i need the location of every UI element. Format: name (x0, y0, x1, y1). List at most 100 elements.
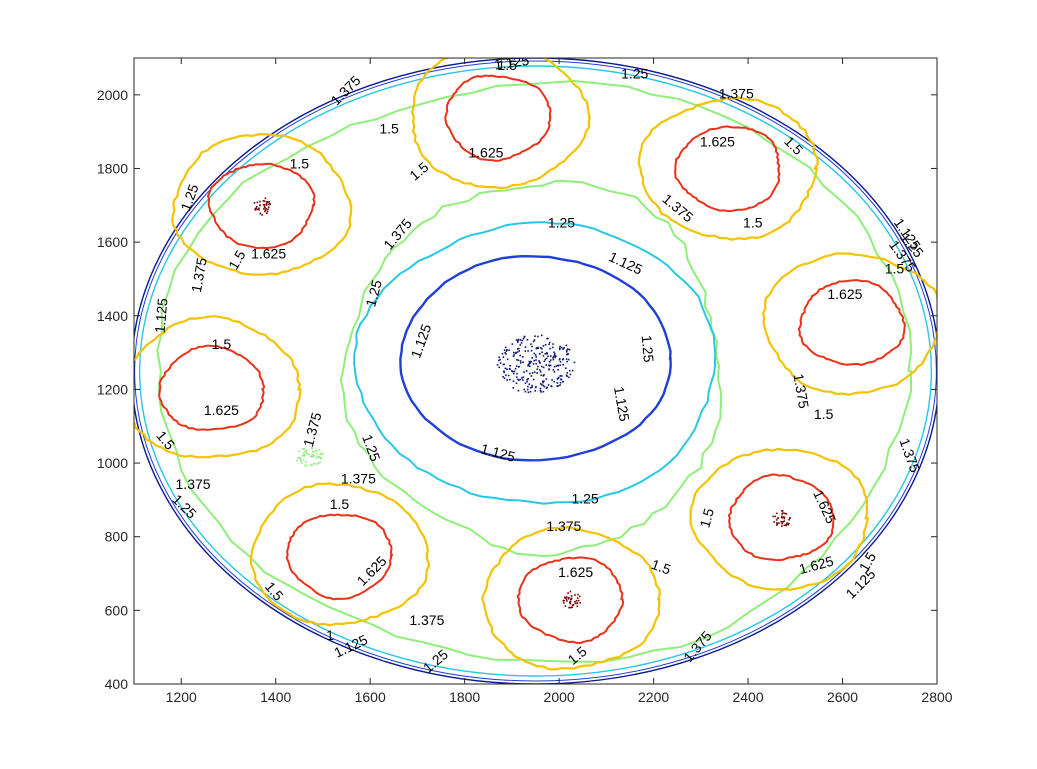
cell-3-contour-1.5 (249, 482, 431, 627)
center-cluster-point (496, 364, 499, 366)
cell-5-peak-point (783, 524, 786, 527)
cell-7-contour-1.5 (637, 96, 819, 241)
cell-5-peak-point (781, 510, 784, 512)
center-cluster-point (544, 344, 547, 346)
contour-label: 1.375 (341, 470, 376, 486)
center-cluster-point (529, 387, 532, 389)
contour-label: 1.125 (493, 52, 530, 73)
center-cluster-point (551, 379, 553, 381)
center-cluster-point (547, 337, 549, 340)
center-cluster-point (518, 350, 520, 352)
boundary-inner-ellipse (134, 60, 937, 682)
center-cluster-point (557, 368, 559, 371)
center-cluster-point (531, 357, 533, 359)
center-cluster-point (548, 368, 550, 371)
center-cluster-point (544, 353, 547, 355)
cell-4-peak-point (572, 604, 575, 606)
contour-label: 1.375 (719, 86, 754, 102)
center-cluster-point (506, 358, 509, 361)
center-cluster-point (519, 344, 522, 346)
plot-axes-frame (133, 57, 938, 685)
cell-5-peak-point (776, 522, 778, 524)
center-cluster-point (512, 380, 515, 382)
center-cluster-point (544, 358, 547, 361)
contour-label: 1.5 (696, 506, 717, 529)
center-cluster-point (522, 379, 524, 381)
green-cluster-point (308, 453, 310, 456)
cell-4-peak-point (566, 600, 568, 602)
center-cluster-point (516, 358, 518, 361)
cell-8-contour-1.5 (410, 58, 591, 190)
cell-4-peak-point (569, 602, 572, 605)
center-cluster-point (498, 366, 500, 369)
center-cluster-point (499, 362, 502, 364)
cell-5-peak-point (782, 512, 784, 514)
center-cluster-point (536, 372, 538, 374)
center-cluster-point (515, 339, 518, 341)
center-cluster-point (506, 368, 508, 370)
green-cluster-point (319, 456, 322, 459)
contour-label: 1.625 (558, 564, 593, 580)
green-cluster-point (315, 456, 318, 459)
contour-label: 1.5 (290, 155, 310, 171)
center-cluster-point (546, 351, 548, 354)
green-cluster-point (306, 464, 308, 467)
center-cluster-point (565, 374, 568, 377)
center-cluster-point (543, 385, 546, 388)
cell-5-peak-point (789, 517, 791, 519)
cell-4-peak-point (566, 596, 568, 598)
cell-5-peak-point (781, 522, 783, 525)
center-cluster-point (512, 370, 514, 373)
center-cluster-point (543, 380, 545, 382)
cell-5-peak-point (778, 522, 780, 524)
center-cluster-point (503, 363, 505, 366)
center-cluster-point (540, 391, 542, 393)
green-cluster-point (306, 452, 308, 455)
cell-5-peak-point (783, 516, 785, 518)
center-cluster-point (535, 359, 537, 361)
green-cluster-point (318, 461, 320, 464)
green-cluster-point (318, 449, 320, 451)
cell-1-peak-point (268, 200, 270, 203)
center-cluster-point (521, 339, 524, 342)
center-cluster-point (499, 358, 501, 361)
center-cluster-point (503, 371, 505, 374)
center-cluster-point (517, 389, 520, 392)
y-tick-label: 2000 (97, 87, 128, 103)
center-cluster-point (559, 361, 562, 363)
green-cluster-point (320, 457, 323, 460)
center-cluster-point (559, 382, 562, 384)
center-cluster-point (524, 382, 527, 385)
center-cluster-point (559, 345, 561, 348)
center-cluster-point (505, 353, 507, 355)
contour-label: 1.625 (700, 133, 735, 149)
center-cluster-point (519, 362, 522, 364)
center-cluster-point (533, 371, 536, 373)
center-cluster-point (549, 364, 552, 367)
center-cluster-point (551, 346, 554, 349)
center-cluster-point (524, 390, 527, 393)
green-cluster-point (300, 460, 302, 462)
cell-4-peak-point (567, 598, 570, 600)
cell-1-peak-point (258, 208, 260, 211)
center-cluster-point (534, 335, 536, 337)
cell-1-peak-point (265, 208, 267, 210)
center-cluster-point (565, 367, 567, 369)
center-cluster-point (537, 335, 539, 338)
green-cluster-point (297, 457, 299, 459)
cell-3-contour-1.625 (285, 513, 394, 601)
green-cluster-point (309, 455, 312, 458)
center-cluster-point (567, 353, 569, 355)
green-cluster-point (309, 464, 312, 467)
center-cluster-point (512, 372, 515, 375)
center-cluster-point (541, 365, 543, 368)
green-cluster-point (312, 454, 314, 457)
cell-4-peak-point (570, 597, 573, 600)
center-cluster-point (552, 355, 555, 358)
center-cluster-point (567, 348, 569, 350)
x-tick-label: 2200 (638, 689, 669, 705)
cell-4-peak-point (577, 593, 579, 596)
center-cluster-point (559, 364, 561, 366)
cell-1-peak-point (264, 209, 267, 211)
